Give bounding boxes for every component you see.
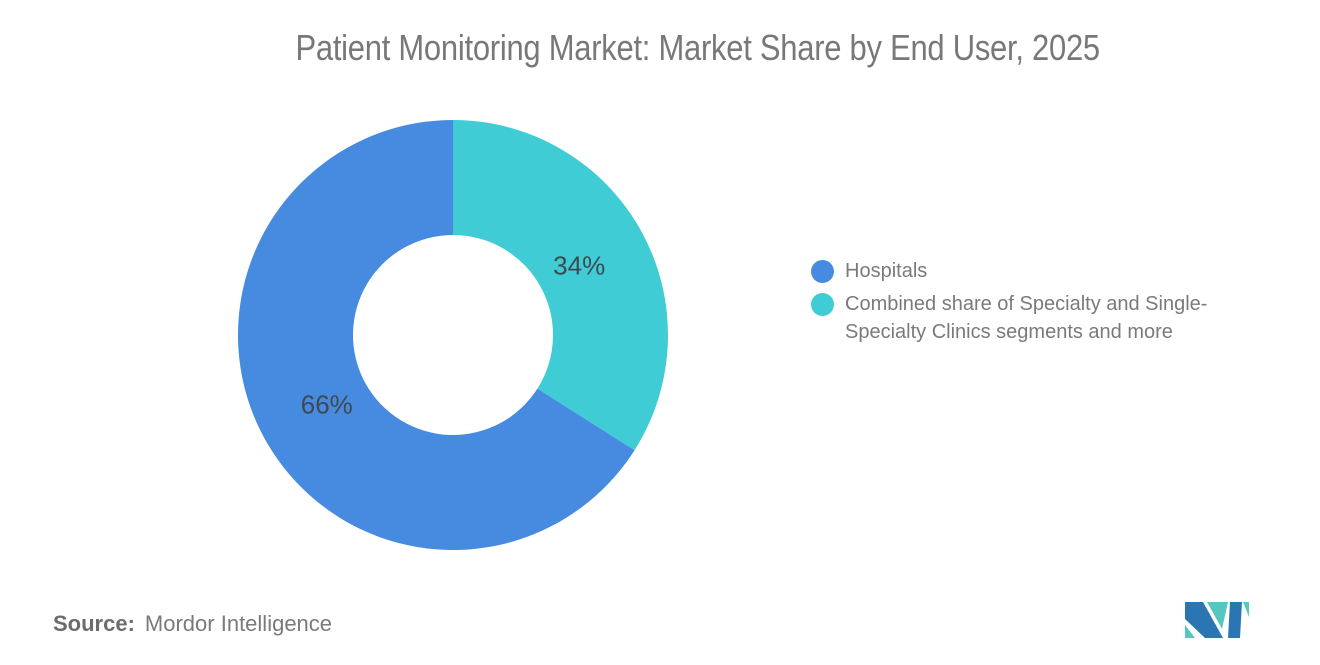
mordor-logo-svg [1185, 602, 1249, 638]
donut-chart-svg: 34% 66% [237, 120, 668, 550]
chart-title: Patient Monitoring Market: Market Share … [0, 27, 1320, 69]
legend-label: Hospitals [845, 260, 928, 282]
source-text: Mordor Intelligence [144, 611, 333, 636]
legend-item-hospitals: Hospitals [811, 257, 1227, 285]
legend-swatch [811, 293, 834, 316]
legend: Hospitals Combined share of Specialty an… [811, 257, 1227, 351]
donut-segment-hospitals [237, 120, 635, 550]
legend-swatch [811, 260, 834, 283]
chart-title-text: Patient Monitoring Market: Market Share … [295, 27, 1101, 68]
legend-item-clinics: Combined share of Specialty and Single-S… [811, 290, 1227, 346]
segment-value-label: 34% [553, 251, 605, 281]
source-note: Source: Mordor Intelligence [53, 611, 332, 637]
donut-segment-combined [453, 120, 668, 451]
donut-chart: 34% 66% [237, 119, 669, 551]
mordor-intelligence-logo [1185, 602, 1249, 638]
segment-value-label: 66% [301, 389, 353, 419]
legend-label: Combined share of Specialty and Single-S… [845, 293, 1208, 343]
source-prefix: Source: [53, 611, 135, 636]
